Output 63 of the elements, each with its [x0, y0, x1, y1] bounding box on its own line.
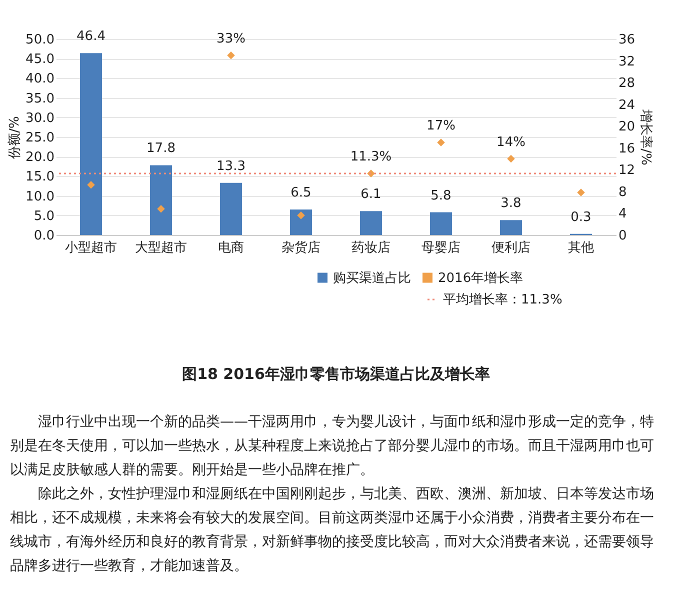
- x-tick-label: 其他: [568, 240, 594, 256]
- point: [157, 204, 165, 213]
- y-tick-label: 20.0: [26, 150, 54, 166]
- data-label: 6.1: [360, 187, 382, 202]
- y-tick-label: 25.0: [26, 130, 54, 146]
- y-axis-title: 份额/%: [8, 116, 23, 159]
- y-tick-label: 45.0: [26, 52, 54, 68]
- point: [227, 51, 235, 60]
- y-tick-label: 50.0: [26, 32, 54, 48]
- bar: [150, 165, 172, 235]
- legend-label: 平均增长率：11.3%: [443, 292, 562, 308]
- y-tick-label: 15.0: [26, 170, 54, 185]
- point: [87, 181, 95, 189]
- bar: [500, 220, 522, 235]
- y-tick-label: 10.0: [26, 189, 54, 204]
- data-label: 5.8: [430, 188, 452, 204]
- legend-label: 购买渠道占比: [333, 270, 411, 286]
- data-label: 3.8: [500, 196, 522, 212]
- y2-tick-label: 32: [618, 54, 636, 70]
- x-tick-label: 母婴店: [422, 240, 460, 256]
- data-label: 17%: [426, 118, 456, 134]
- y-tick-label: 40.0: [26, 72, 54, 87]
- text: 湿巾行业中出现一个新的品类——干湿两用巾，专为婴儿设计，与面巾纸和湿巾形成一定的竞争，特别是在冬天使用，可以加一些热水，从某种程度上来说抢占了部分婴儿湿巾的市场。而且干湿两用巾也可以满足皮肤敏感人群的需要。刚开始是一些小品牌在推广。: [10, 413, 655, 480]
- bar: [360, 211, 382, 235]
- x-tick-label: 大型超市: [135, 240, 187, 256]
- x-tick-label: 杂货店: [282, 240, 320, 256]
- point: [297, 212, 305, 220]
- x-tick-label: 药妆店: [352, 240, 390, 256]
- y2-tick-label: 28: [618, 76, 636, 92]
- data-label: 33%: [216, 31, 246, 46]
- y2-tick-label: 12: [618, 163, 636, 178]
- y2-tick-label: 8: [618, 184, 627, 200]
- y-tick-label: 0.0: [34, 228, 54, 244]
- y-tick-label: 5.0: [34, 208, 54, 224]
- text: 图18 2016年湿巾零售市场渠道占比及增长率: [182, 365, 490, 383]
- data-label: 46.4: [76, 29, 106, 44]
- y2-tick-label: 20: [618, 120, 636, 135]
- data-label: 17.8: [146, 141, 176, 156]
- y2-tick-label: 16: [618, 141, 636, 156]
- bar: [430, 212, 452, 235]
- data-label: 0.3: [570, 210, 592, 225]
- y2-axis-title: 增长率/%: [638, 108, 654, 166]
- y2-tick-label: 36: [618, 32, 636, 48]
- bar: [80, 53, 102, 235]
- data-label: 6.5: [290, 186, 312, 201]
- y-tick-label: 35.0: [26, 91, 54, 106]
- point: [577, 188, 585, 196]
- text: 除此之外，女性护理湿巾和湿厕纸在中国刚刚起步，与北美、西欧、澳洲、新加坡、日本等发达市场相比，还不成规模，未来将会有较大的发展空间。目前这两类湿巾还属于小众消费，消费者主要分布在一线城市，有海外经历和良好的教育背景，对新鲜事物的接受度比较高，而对大众消费者来说，还需要领导品牌多进行一些教育，才能加速普及。: [10, 485, 655, 576]
- point: [507, 154, 515, 163]
- data-label: 13.3: [216, 158, 246, 174]
- bar: [220, 182, 242, 235]
- x-tick-label: 电商: [218, 240, 244, 256]
- y2-tick-label: 4: [618, 206, 627, 222]
- x-tick-label: 便利店: [492, 240, 530, 256]
- point: [437, 138, 445, 146]
- legend-label: 2016年增长率: [438, 270, 524, 286]
- data-label: 11.3%: [350, 149, 392, 164]
- bar: [290, 210, 312, 235]
- data-label: 14%: [496, 134, 526, 150]
- y-tick-label: 30.0: [26, 110, 54, 126]
- y2-tick-label: 24: [618, 98, 636, 113]
- x-tick-label: 小型超市: [65, 240, 117, 256]
- y2-tick-label: 0: [618, 228, 627, 244]
